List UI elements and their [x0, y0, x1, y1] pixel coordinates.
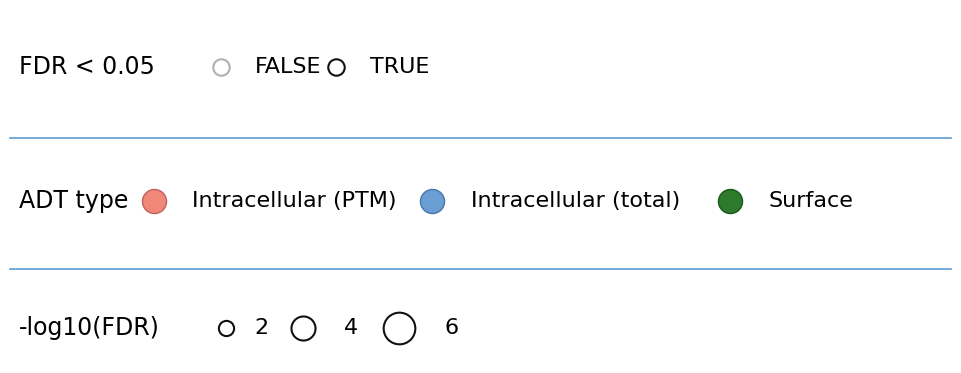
Point	[425, 198, 440, 204]
Point	[329, 64, 344, 70]
Text: -log10(FDR): -log10(FDR)	[19, 316, 160, 340]
Point	[213, 64, 229, 70]
Text: Intracellular (PTM): Intracellular (PTM)	[192, 191, 397, 211]
Text: 2: 2	[255, 318, 269, 338]
Text: FDR < 0.05: FDR < 0.05	[19, 55, 155, 79]
Text: TRUE: TRUE	[370, 57, 430, 77]
Point	[146, 198, 161, 204]
Text: 6: 6	[445, 318, 459, 338]
Text: ADT type: ADT type	[19, 189, 129, 213]
Point	[295, 325, 310, 331]
Text: Surface: Surface	[769, 191, 853, 211]
Text: FALSE: FALSE	[255, 57, 321, 77]
Point	[723, 198, 738, 204]
Point	[218, 325, 234, 331]
Text: 4: 4	[344, 318, 358, 338]
Point	[391, 325, 407, 331]
Text: Intracellular (total): Intracellular (total)	[471, 191, 680, 211]
